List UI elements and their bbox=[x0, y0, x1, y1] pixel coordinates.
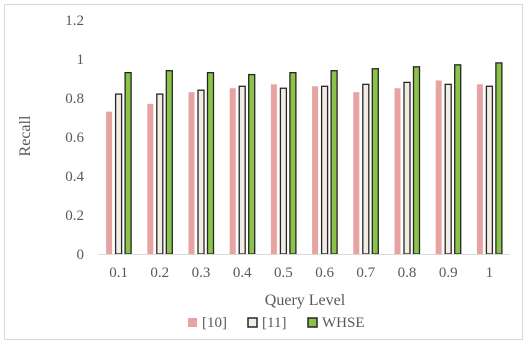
bar-10-0-3 bbox=[188, 92, 195, 255]
y-tick-label: 0.2 bbox=[65, 208, 84, 224]
legend-label: [10] bbox=[202, 315, 227, 331]
bar-whse-0-4 bbox=[248, 73, 256, 255]
bar-11-0-3 bbox=[197, 89, 205, 255]
bar-10-0-8 bbox=[394, 88, 401, 254]
bar-10-0-2 bbox=[147, 103, 154, 254]
bar-11-0-4 bbox=[238, 85, 246, 255]
bar-11-0-7 bbox=[362, 83, 370, 255]
bar-whse-0-7 bbox=[371, 68, 379, 255]
x-tick-label: 0.5 bbox=[274, 265, 293, 281]
x-tick-label: 0.6 bbox=[315, 265, 334, 281]
bar-whse-1 bbox=[495, 62, 503, 255]
legend-label: WHSE bbox=[322, 315, 365, 331]
bar-10-0-5 bbox=[270, 84, 277, 254]
bar-11-0-1 bbox=[114, 93, 123, 255]
x-tick-label: 0.1 bbox=[109, 265, 128, 281]
bar-whse-0-6 bbox=[330, 70, 338, 255]
x-tick-label: 0.7 bbox=[356, 265, 375, 281]
bar-10-1 bbox=[476, 84, 483, 254]
legend-swatch bbox=[247, 317, 258, 328]
y-tick-label: 1 bbox=[77, 52, 85, 68]
y-tick-label: 0.6 bbox=[65, 130, 84, 146]
x-tick-label: 0.2 bbox=[150, 265, 169, 281]
x-tick-label: 0.8 bbox=[398, 265, 417, 281]
bar-whse-0-3 bbox=[206, 72, 215, 255]
bar-whse-0-2 bbox=[165, 70, 173, 255]
bar-10-0-1 bbox=[106, 111, 113, 255]
x-tick-label: 0.3 bbox=[192, 265, 211, 281]
bar-11-0-2 bbox=[156, 93, 164, 255]
bar-11-1 bbox=[485, 85, 494, 255]
bar-10-0-6 bbox=[312, 86, 319, 254]
x-tick-label: 0.9 bbox=[439, 265, 458, 281]
y-tick-label: 0 bbox=[77, 247, 85, 263]
bar-11-0-5 bbox=[279, 87, 288, 255]
bar-whse-0-9 bbox=[454, 64, 462, 255]
bar-10-0-4 bbox=[229, 88, 236, 254]
legend-swatch bbox=[307, 317, 318, 328]
bar-11-0-9 bbox=[444, 83, 452, 255]
bar-whse-0-5 bbox=[289, 72, 297, 255]
bar-11-0-6 bbox=[320, 85, 329, 255]
y-axis-title: Recall bbox=[17, 115, 34, 156]
bars bbox=[106, 62, 503, 255]
y-tick-label: 0.8 bbox=[65, 91, 84, 107]
bar-10-0-9 bbox=[435, 80, 442, 254]
x-tick-label: 1 bbox=[486, 265, 494, 281]
legend-swatch bbox=[188, 318, 197, 327]
y-axis-ticks: 0 0.2 0.4 0.6 0.8 1 1.2 bbox=[65, 13, 84, 263]
bar-whse-0-1 bbox=[124, 72, 132, 255]
y-tick-label: 0.4 bbox=[65, 169, 84, 185]
bar-11-0-8 bbox=[403, 81, 411, 255]
bar-whse-0-8 bbox=[412, 66, 421, 255]
legend-label: [11] bbox=[262, 315, 286, 331]
x-tick-label: 0.4 bbox=[233, 265, 252, 281]
legend: [10] [11] WHSE bbox=[188, 315, 365, 331]
x-axis-ticks: 0.1 0.2 0.3 0.4 0.5 0.6 0.7 0.8 0.9 1 bbox=[109, 265, 493, 281]
x-axis-title: Query Level bbox=[265, 292, 346, 309]
y-tick-label: 1.2 bbox=[65, 13, 84, 29]
bar-10-0-7 bbox=[353, 92, 360, 255]
